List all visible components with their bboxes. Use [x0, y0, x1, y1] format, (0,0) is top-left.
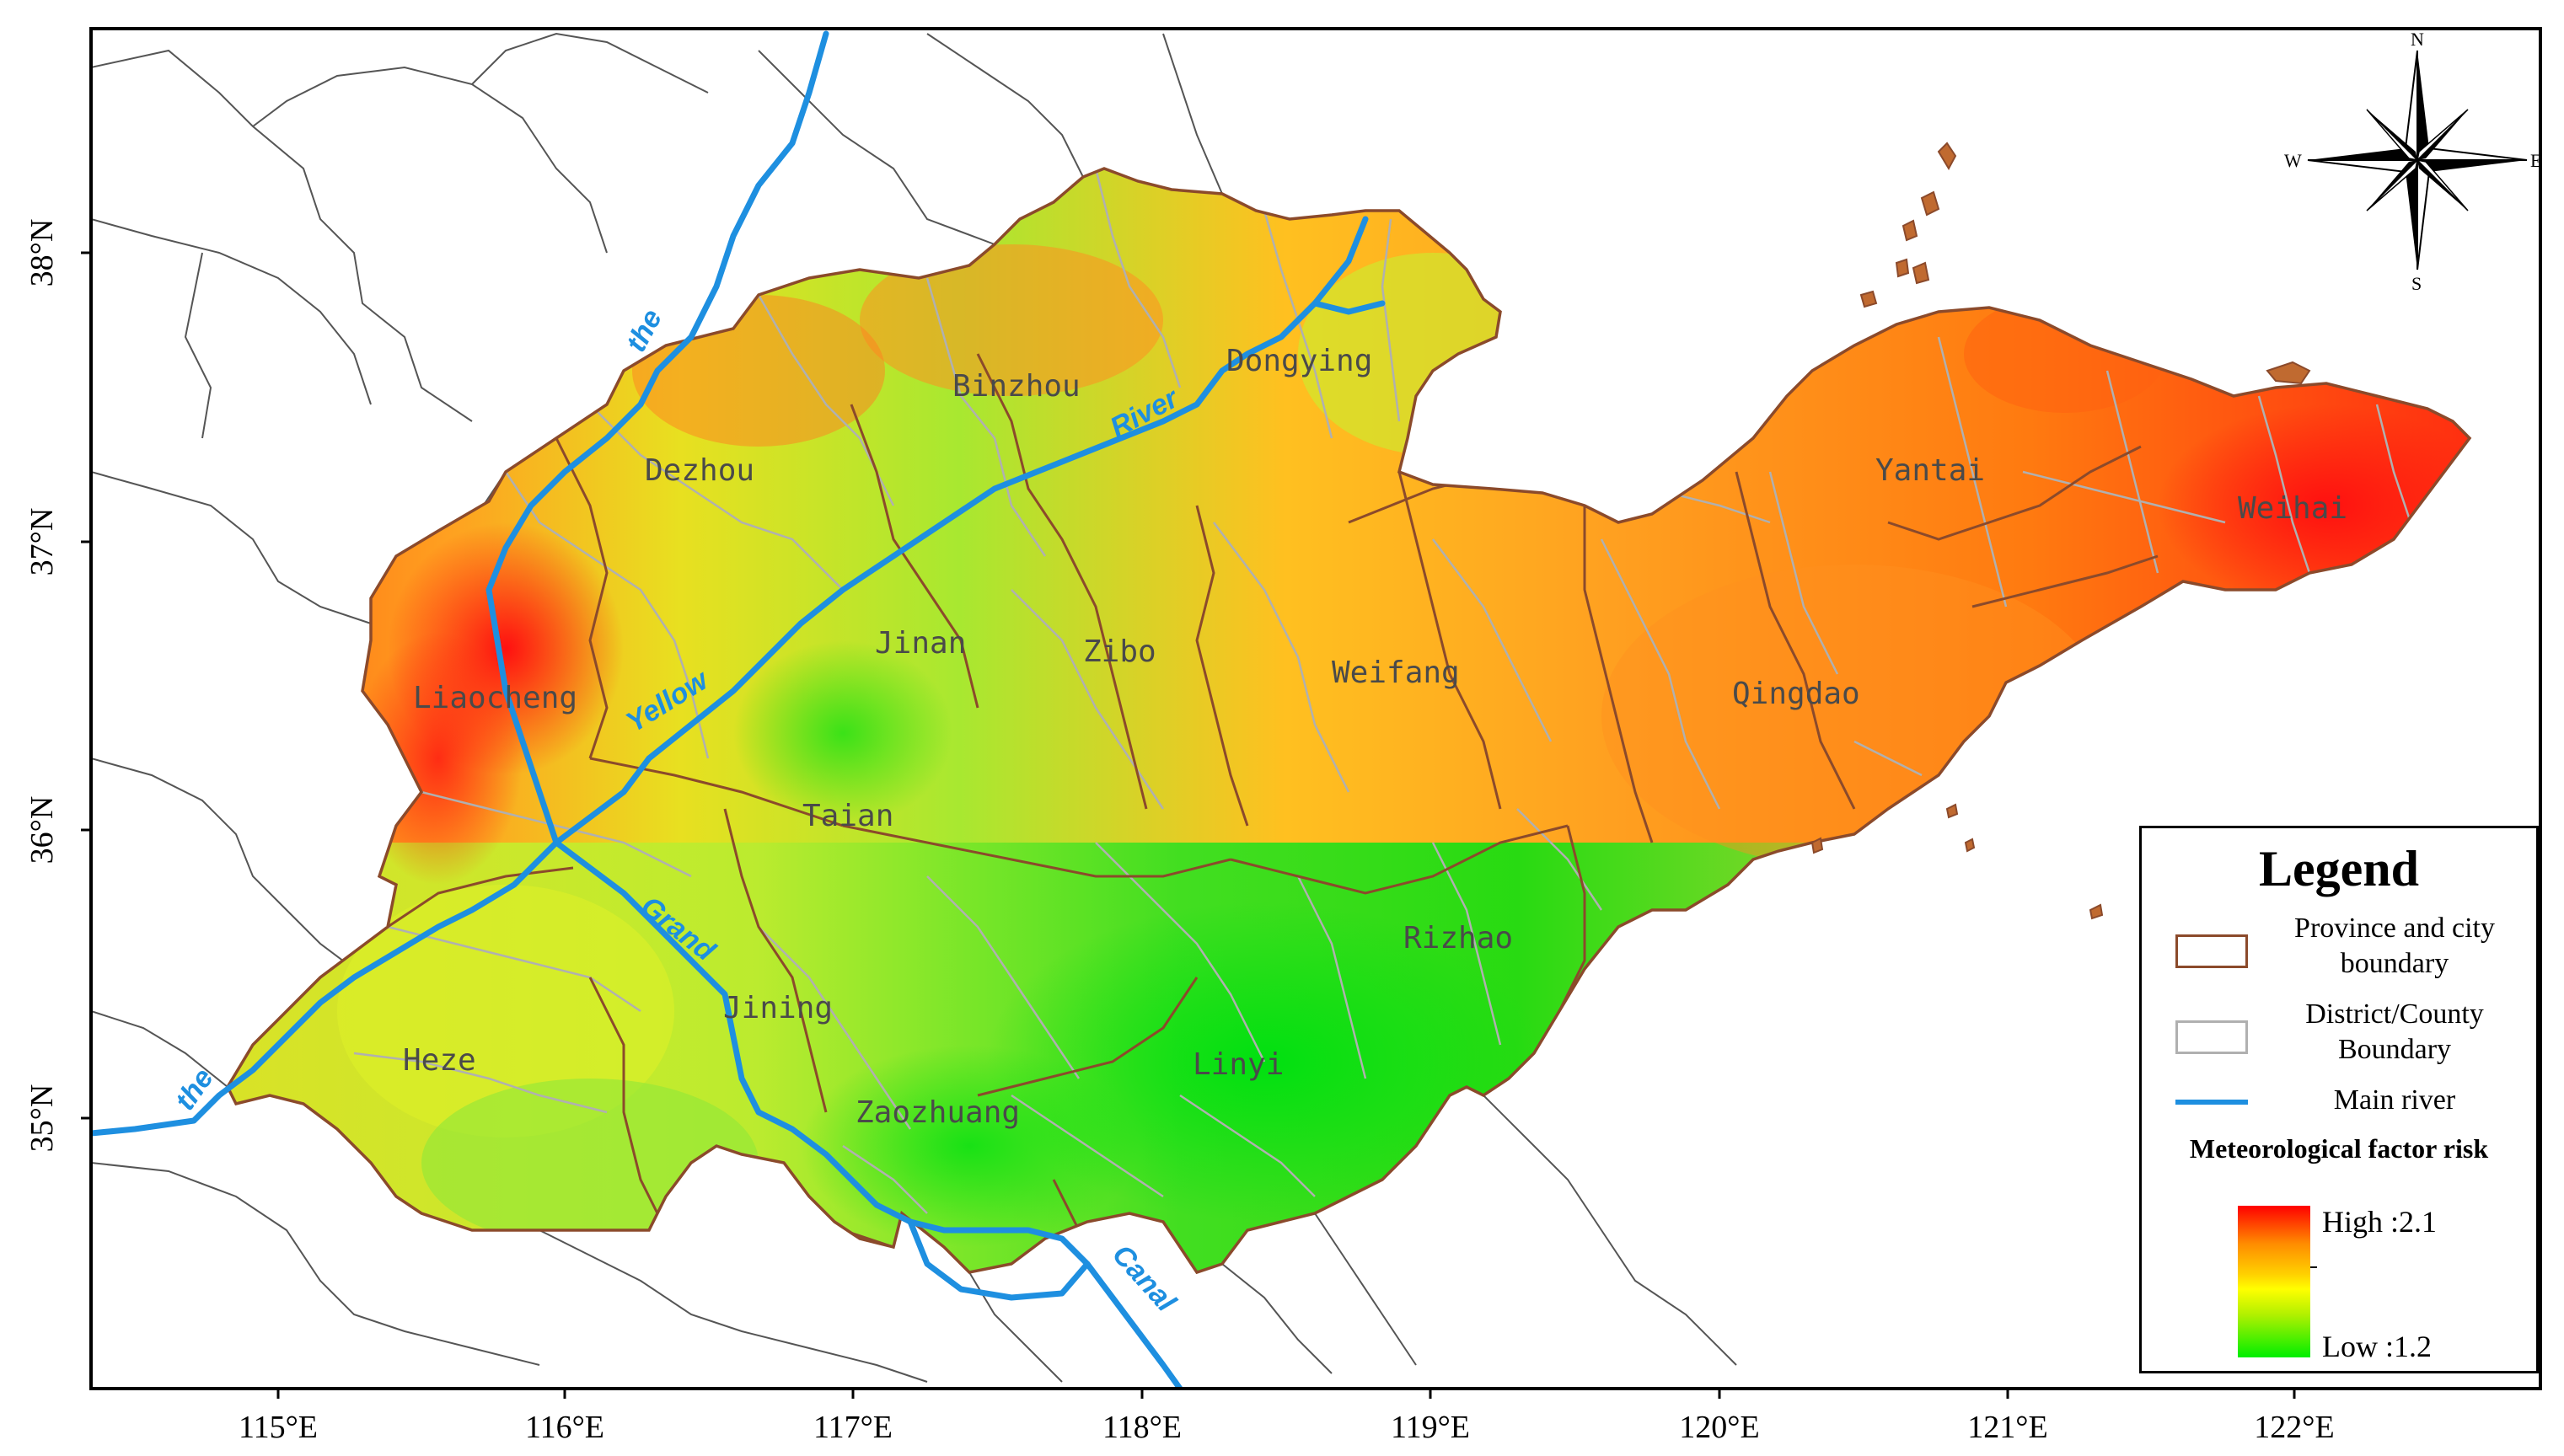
north-arrow-compass: N S E W: [2284, 29, 2541, 294]
lat-label: 38°N: [24, 219, 60, 287]
risk-color-ramp: [2238, 1206, 2310, 1357]
lon-label: 119°E: [1391, 1410, 1470, 1445]
risk-ramp-tick: [2310, 1266, 2317, 1268]
legend-label-province: Province and city boundary: [2294, 913, 2495, 979]
province-boundary-swatch: [2175, 934, 2248, 968]
lat-label: 36°N: [24, 796, 60, 864]
district-boundary-swatch: [2175, 1020, 2248, 1054]
city-label-taian: Taian: [802, 799, 893, 833]
city-label-jining: Jining: [723, 991, 833, 1025]
lat-label: 35°N: [24, 1084, 60, 1153]
city-label-dezhou: Dezhou: [645, 453, 754, 488]
grand-canal-branch: [907, 1218, 1091, 1301]
lon-label: 122°E: [2254, 1410, 2334, 1445]
city-label-liaocheng: Liaocheng: [413, 681, 577, 715]
city-label-zibo: Zibo: [1083, 634, 1156, 669]
yellow-river: [91, 216, 1369, 1137]
map-frame: [89, 27, 2542, 1390]
yellow-river-delta: [1312, 300, 1386, 315]
latitude-labels: 38°N 37°N 36°N 35°N: [24, 219, 60, 1153]
risk-low-label: Low :1.2: [2322, 1330, 2432, 1363]
yellow-river-upper: [485, 30, 829, 846]
legend-title: Legend: [2258, 841, 2420, 897]
legend-item-district-boundary: District/County Boundary: [2175, 997, 2529, 1073]
risk-high-label: High :2.1: [2322, 1205, 2438, 1239]
city-label-rizhao: Rizhao: [1403, 921, 1513, 956]
city-labels: Binzhou Dongying Dezhou Yantai Weihai Ji…: [403, 344, 2347, 1130]
legend-item-main-river: Main river: [2175, 1073, 2529, 1148]
neighbor-boundaries: [91, 32, 1737, 1383]
city-label-heze: Heze: [403, 1043, 476, 1078]
city-label-qingdao: Qingdao: [1732, 677, 1860, 711]
grand-canal: [553, 839, 1183, 1389]
city-label-binzhou: Binzhou: [952, 369, 1081, 404]
lon-label: 121°E: [1967, 1410, 2047, 1445]
legend-label-district: District/County Boundary: [2305, 998, 2484, 1065]
lon-label: 120°E: [1679, 1410, 1759, 1445]
city-label-weifang: Weifang: [1332, 656, 1460, 690]
compass-north: N: [2411, 29, 2424, 50]
lon-label: 118°E: [1102, 1410, 1182, 1445]
longitude-labels: 115°E 116°E 117°E 118°E 119°E 120°E 121°E 122°E: [239, 1410, 2335, 1445]
city-label-yantai: Yantai: [1875, 453, 1985, 488]
city-label-weihai: Weihai: [2238, 491, 2347, 526]
risk-scale-title: Meteorological factor risk: [2189, 1133, 2489, 1164]
main-rivers: [91, 30, 1386, 1389]
lon-label: 116°E: [525, 1410, 604, 1445]
compass-west: W: [2284, 150, 2302, 171]
axis-ticks: [81, 251, 2296, 1399]
city-label-linyi: Linyi: [1193, 1047, 1284, 1082]
compass-south: S: [2411, 273, 2422, 294]
map-legend: Legend Province and city boundary Distri…: [2139, 826, 2539, 1373]
lat-label: 37°N: [24, 508, 60, 576]
legend-item-province-boundary: Province and city boundary: [2175, 911, 2529, 987]
islands: [1810, 142, 2311, 920]
compass-east: E: [2530, 150, 2541, 171]
main-river-swatch: [2175, 1100, 2248, 1105]
lon-label: 117°E: [813, 1410, 893, 1445]
lon-label: 115°E: [239, 1410, 318, 1445]
city-label-dongying: Dongying: [1226, 344, 1372, 378]
city-label-zaozhuang: Zaozhuang: [856, 1095, 1020, 1130]
legend-label-river: Main river: [2333, 1084, 2456, 1116]
city-label-jinan: Jinan: [875, 626, 966, 661]
